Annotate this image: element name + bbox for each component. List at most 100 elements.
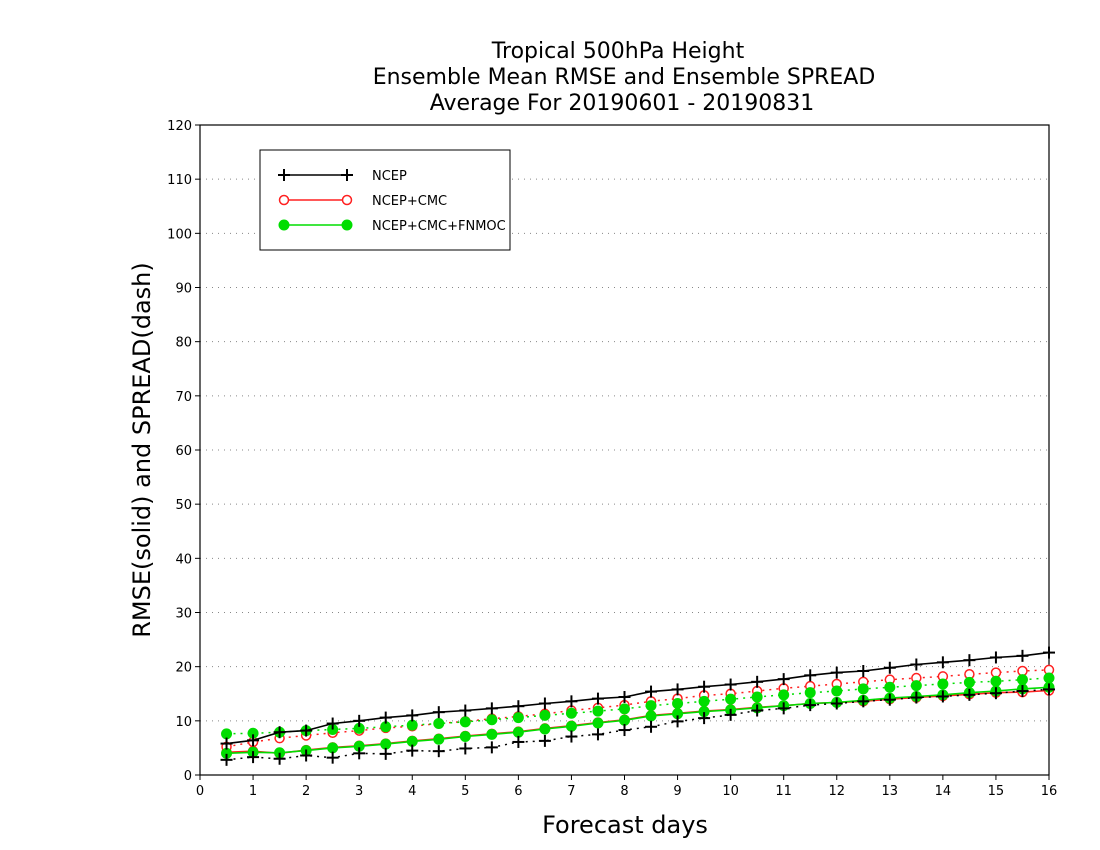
ncep-cmc-fnmoc-spread-point [963,676,975,688]
ncep-cmc-fnmoc-rmse-point [327,742,339,754]
ncep-rmse-point [698,680,711,693]
ncep-cmc-fnmoc-spread-point [592,705,604,717]
y-tick-label: 90 [175,282,192,297]
ncep-cmc-fnmoc-spread-point [1043,672,1055,684]
title-line-1: Tropical 500hPa Height [491,39,745,64]
y-tick-label: 40 [175,552,192,567]
ncep-spread-point [804,699,817,712]
y-axis-label: RMSE(solid) and SPREAD(dash) [128,262,156,638]
ncep-spread-point [273,752,286,765]
ncep-spread-point [830,697,843,710]
ncep-cmc-fnmoc-spread-point [433,718,445,730]
ncep-cmc-fnmoc-spread-point [672,698,684,709]
ncep-spread-point [565,730,578,743]
ncep-rmse-point [989,651,1002,664]
ncep-cmc-fnmoc-spread-point [1016,674,1028,686]
ncep-rmse-point [883,661,896,674]
ncep-cmc-fnmoc-spread-point [539,709,551,721]
x-axis-ticks: 0 1 2 3 4 5 6 7 8 9 10 11 12 13 14 15 16 [196,775,1057,799]
ncep-cmc-fnmoc-spread-point [459,716,471,728]
ncep-spread-point [379,747,392,760]
ncep-cmc-fnmoc-rmse-point [565,720,577,732]
x-tick-label: 8 [620,784,628,799]
y-tick-label: 110 [167,173,192,188]
ncep-cmc-fnmoc-spread-point [698,695,710,707]
legend-label-ncep-cmc: NCEP+CMC [372,194,447,209]
ncep-rmse-point [432,706,445,719]
x-tick-label: 2 [302,784,310,799]
ncep-rmse-point [406,709,419,722]
y-axis-ticks: 0 10 20 30 40 50 60 70 80 90 100 110 120 [167,119,200,784]
ncep-spread-point [618,724,631,737]
ncep-cmc-fnmoc-spread-point [512,712,524,724]
grid [200,178,1049,722]
ncep-spread-point [989,687,1002,700]
ncep-rmse-point [247,734,260,747]
title-line-2: Ensemble Mean RMSE and Ensemble SPREAD [373,65,876,90]
ncep-spread-point [751,704,764,717]
ncep-cmc-fnmoc-spread-point [565,707,577,719]
ncep-cmc-fnmoc-spread-point [857,683,869,695]
ncep-cmc-fnmoc-spread-point [778,689,790,701]
ncep-cmc-fnmoc-spread-line [226,677,1050,735]
ncep-cmc-spread-line [226,669,1050,748]
legend-label-ncep-cmc-fnmoc: NCEP+CMC+FNMOC [372,219,506,234]
ncep-rmse-line [226,651,1050,745]
ncep-rmse-point [273,726,286,739]
x-tick-label: 15 [988,784,1005,799]
legend-marker-right-ncep-cmc [341,194,353,206]
y-tick-label: 70 [175,390,192,405]
x-tick-label: 14 [935,784,952,799]
ncep-rmse-point [936,656,949,669]
y-tick-label: 10 [175,715,192,730]
ncep-cmc-fnmoc-rmse-point [380,738,392,750]
ncep-cmc-fnmoc-rmse-point [592,717,604,729]
ncep-spread-point [591,728,604,741]
ncep-rmse-point [671,683,684,696]
ncep-cmc-fnmoc-spread-point [645,700,657,712]
ncep-cmc-fnmoc-spread-point [486,714,498,726]
legend: NCEP NCEP+CMC NCEP+CMC+FNMOC [259,149,511,251]
legend-marker-left-ncep-cmc-fnmoc [278,219,290,231]
ncep-cmc-fnmoc-rmse-point [486,728,498,740]
ncep-cmc-fnmoc-rmse-point [433,733,445,745]
ncep-cmc-fnmoc-spread-point [751,691,763,703]
ncep-rmse-point [1043,646,1055,659]
ncep-cmc-fnmoc-spread-point [725,693,737,705]
ncep-rmse-point [751,675,764,688]
ncep-cmc-fnmoc-spread-point [884,681,896,693]
ncep-rmse-point [804,669,817,682]
legend-marker-right-ncep-cmc-fnmoc [341,219,353,231]
ncep-spread-point [724,708,737,721]
ncep-rmse-point [565,695,578,708]
ncep-spread-point [936,690,949,703]
x-tick-label: 6 [514,784,522,799]
legend-marker-left-ncep [278,169,290,181]
ncep-rmse-point [645,685,658,698]
ncep-rmse-point [326,717,339,730]
y-tick-label: 50 [175,498,192,513]
ncep-cmc-spread-point [990,667,1002,678]
x-tick-label: 5 [461,784,469,799]
ncep-spread-point [432,745,445,758]
y-tick-label: 30 [175,607,192,622]
ncep-spread-point [1016,685,1029,698]
ncep-cmc-fnmoc-spread-point [937,678,949,690]
ncep-rmse-point [1016,649,1029,662]
y-tick-label: 120 [167,119,192,134]
ncep-spread-point [326,751,339,764]
x-tick-label: 9 [673,784,681,799]
ncep-cmc-fnmoc-spread-point [804,687,816,699]
ncep-rmse-point [512,700,525,713]
ncep-rmse-point [220,737,233,750]
ncep-spread-point [910,691,923,704]
x-tick-label: 11 [775,784,792,799]
ncep-cmc-fnmoc-spread-point [910,680,922,692]
ncep-cmc-fnmoc-spread-point [221,728,233,740]
ncep-spread-point [220,753,233,766]
ncep-rmse-point [485,702,498,715]
x-tick-label: 7 [567,784,575,799]
ncep-spread-point [300,749,313,762]
ncep-rmse-point [830,666,843,679]
